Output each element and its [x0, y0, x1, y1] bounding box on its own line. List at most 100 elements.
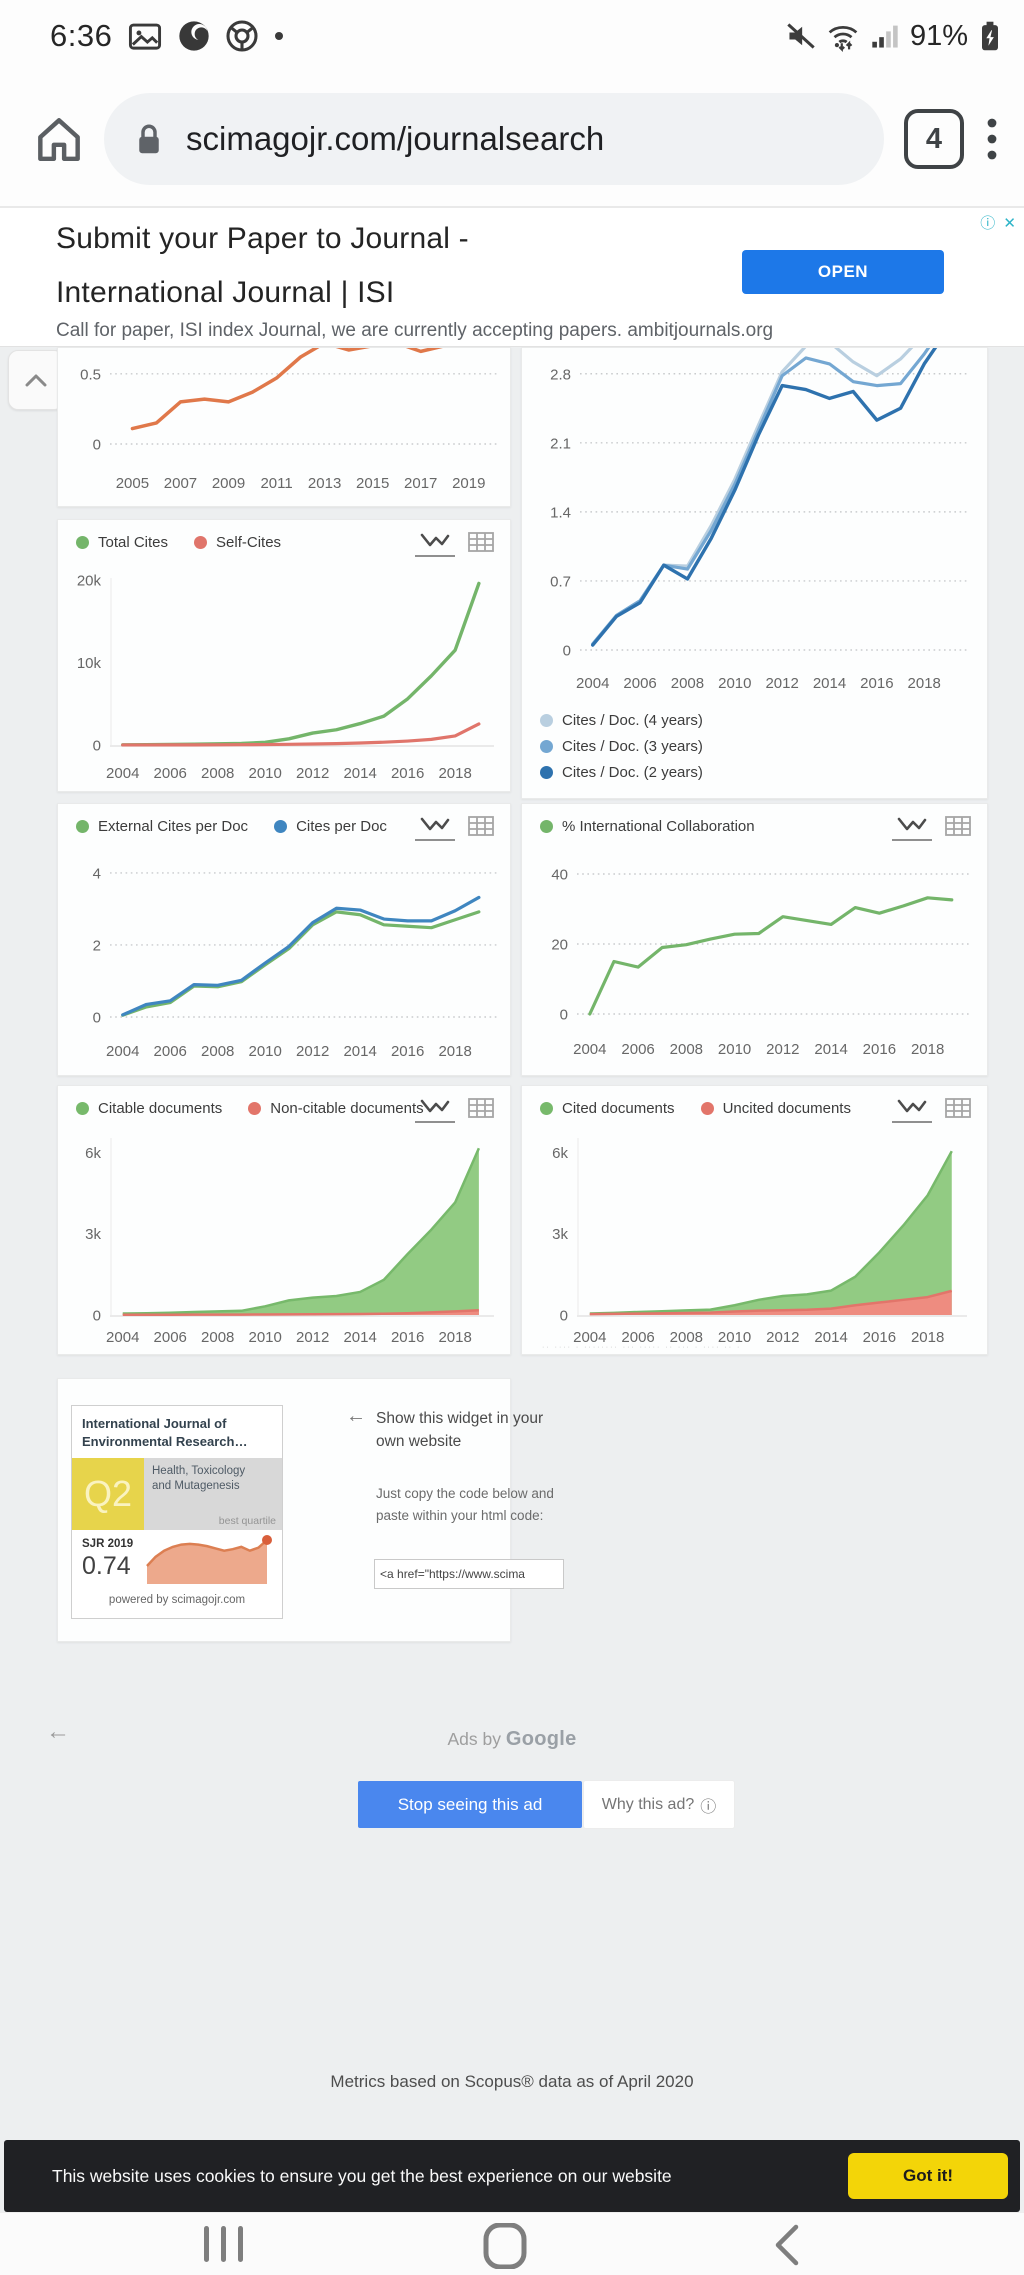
svg-text:2015: 2015 — [356, 475, 389, 492]
legend-item[interactable]: Cites / Doc. (4 years) — [540, 712, 703, 729]
sjr-chart[interactable]: 0.5 0 2005 2007 2009 2011 2013 2015 2017 2019 — [58, 348, 510, 506]
legend-label: Cited documents — [562, 1100, 675, 1117]
citable-docs-chart[interactable]: 6k 3k 0 2004 2006 2008 2010 2012 2014 2016 2018 — [58, 1132, 510, 1354]
svg-text:2008: 2008 — [201, 765, 234, 782]
legend-label: External Cites per Doc — [98, 818, 249, 835]
line-chart-icon[interactable] — [415, 816, 455, 841]
url-text[interactable]: scimagojr.com/journalsearch — [186, 120, 605, 157]
svg-text:2010: 2010 — [718, 1041, 751, 1058]
best-quartile-label: best quartile — [218, 1515, 276, 1527]
adchoices-icon[interactable]: ⓘ ✕ — [980, 215, 1018, 232]
line-chart-icon[interactable] — [892, 816, 932, 841]
chart-header: External Cites per Doc Cites per Doc — [58, 804, 510, 850]
legend-item[interactable]: Cited documents — [540, 1100, 675, 1117]
wifi-icon — [826, 20, 860, 52]
collapse-ad-button[interactable] — [8, 350, 64, 410]
widget-heading: Show this widget in your own website — [376, 1410, 544, 1450]
svg-text:2008: 2008 — [201, 1329, 234, 1346]
chart-legend: Cited documents Uncited documents — [522, 1086, 987, 1117]
widget-title-line2: Environmental Research… — [82, 1434, 248, 1449]
svg-text:2004: 2004 — [106, 765, 139, 782]
line-chart-icon[interactable] — [892, 1098, 932, 1123]
cited-docs-chart[interactable]: 6k 3k 0 2004 2006 2008 2010 2012 2014 2016 2018 — [522, 1132, 987, 1354]
legend-item[interactable]: External Cites per Doc — [76, 818, 248, 835]
chart-canvas: 20k 10k 0 2004 2006 2008 2010 2012 2014 2016 2018 — [77, 573, 494, 782]
browser-menu-button[interactable] — [986, 115, 998, 163]
table-view-icon[interactable] — [945, 1098, 971, 1118]
cookie-accept-button[interactable]: Got it! — [848, 2153, 1008, 2199]
svg-text:2018: 2018 — [911, 1329, 944, 1346]
cookie-banner: This website uses cookies to ensure you … — [4, 2140, 1020, 2212]
ads-by-google-label: Ads by Google — [447, 1728, 577, 1750]
legend-item[interactable]: Non-citable documents — [248, 1100, 424, 1117]
category-line1: Health, Toxicology — [152, 1465, 246, 1477]
external-cites-chart[interactable]: 4 2 0 2004 2006 2008 2010 2012 2014 2016 2018 — [58, 850, 510, 1075]
chart-card-citable-docs: Citable documents Non-citable documents 6… — [57, 1085, 511, 1355]
back-button[interactable] — [772, 2223, 802, 2267]
cites-per-doc-years-chart[interactable]: 2.8 2.1 1.4 0.7 0 2004 2006 2008 2010 2012 2014 201… — [522, 348, 987, 700]
svg-text:0.5: 0.5 — [80, 366, 101, 383]
svg-text:2016: 2016 — [863, 1041, 896, 1058]
chart-card-intl-collaboration: % International Collaboration 40 20 0 2004 2… — [521, 803, 988, 1076]
svg-text:1.4: 1.4 — [550, 504, 571, 521]
legend-label: Uncited documents — [722, 1100, 851, 1117]
legend-item[interactable]: Cites per Doc — [274, 818, 387, 835]
recents-button[interactable] — [198, 2223, 250, 2265]
battery-charging-icon — [978, 20, 1002, 52]
chart-legend: Cites / Doc. (4 years) Cites / Doc. (3 ye… — [540, 712, 703, 781]
why-this-ad-button[interactable]: Why this ad? ⓘ — [584, 1781, 734, 1828]
svg-text:2012: 2012 — [766, 1329, 799, 1346]
svg-text:2006: 2006 — [154, 1043, 187, 1060]
embed-code-box[interactable]: <a href="https://www.scima — [374, 1559, 564, 1589]
legend-item[interactable]: Citable documents — [76, 1100, 222, 1117]
legend-item[interactable]: Total Cites — [76, 534, 168, 551]
sjr-sparkline — [144, 1534, 274, 1584]
legend-dot-icon — [76, 536, 89, 549]
legend-item[interactable]: Cites / Doc. (2 years) — [540, 764, 703, 781]
stop-seeing-ad-button[interactable]: Stop seeing this ad — [358, 1781, 582, 1828]
chart-card-cites-per-doc-years: 2.8 2.1 1.4 0.7 0 2004 2006 2008 2010 2012 2014 201… — [521, 347, 988, 799]
total-cites-chart[interactable]: 20k 10k 0 2004 2006 2008 2010 2012 2014 2016 2018 — [58, 566, 510, 791]
legend-item[interactable]: Self-Cites — [194, 534, 281, 551]
svg-text:2014: 2014 — [814, 1041, 847, 1058]
intl-collaboration-chart[interactable]: 40 20 0 2004 2006 2008 2010 2012 2014 2016 2018 — [522, 850, 987, 1075]
tab-switcher-button[interactable]: 4 — [904, 109, 964, 169]
cookie-message: This website uses cookies to ensure you … — [52, 2165, 672, 2186]
table-view-icon[interactable] — [468, 532, 494, 552]
svg-text:2004: 2004 — [573, 1329, 606, 1346]
chrome-notification-icon — [226, 20, 258, 52]
ad-open-button[interactable]: OPEN — [742, 250, 944, 294]
home-button[interactable] — [482, 2223, 528, 2269]
legend-item[interactable]: Uncited documents — [700, 1100, 851, 1117]
svg-text:0: 0 — [93, 437, 101, 454]
ad-back-arrow[interactable]: ← — [46, 1718, 70, 1745]
chevron-up-icon — [25, 374, 47, 386]
chart-header: Total Cites Self-Cites — [58, 520, 510, 566]
line-chart-icon[interactable] — [415, 532, 455, 557]
svg-text:2005: 2005 — [116, 475, 149, 492]
svg-text:2014: 2014 — [343, 765, 376, 782]
ad-headline-line1[interactable]: Submit your Paper to Journal - — [56, 222, 469, 255]
home-icon[interactable] — [30, 111, 88, 167]
svg-text:2016: 2016 — [860, 675, 893, 692]
svg-text:0: 0 — [563, 643, 571, 660]
android-nav-bar — [0, 2212, 1024, 2275]
table-view-icon[interactable] — [468, 816, 494, 836]
line-chart-icon[interactable] — [415, 1098, 455, 1123]
ad-banner[interactable]: Submit your Paper to Journal - Internati… — [0, 208, 1024, 347]
legend-item[interactable]: Cites / Doc. (3 years) — [540, 738, 703, 755]
ad-headline-line2[interactable]: International Journal | ISI — [56, 276, 395, 309]
chart-card-total-cites: Total Cites Self-Cites 20k 10k 0 2004 2006 200… — [57, 519, 511, 792]
table-view-icon[interactable] — [945, 816, 971, 836]
quartile-badge: Q2 — [72, 1458, 144, 1530]
table-view-icon[interactable] — [468, 1098, 494, 1118]
legend-dot-icon — [76, 820, 89, 833]
svg-text:2017: 2017 — [404, 475, 437, 492]
chart-canvas: 40 20 0 2004 2006 2008 2010 2012 2014 2016 2018 — [551, 867, 971, 1058]
legend-item[interactable]: % International Collaboration — [540, 818, 755, 835]
svg-text:20: 20 — [551, 937, 568, 954]
url-bar[interactable]: scimagojr.com/journalsearch — [104, 93, 884, 185]
legend-dot-icon — [540, 820, 553, 833]
